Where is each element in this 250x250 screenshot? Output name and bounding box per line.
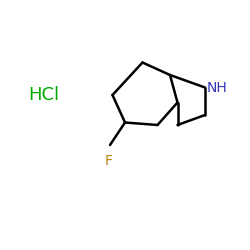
Text: F: F [105, 154, 113, 168]
Text: HCl: HCl [28, 86, 59, 104]
Text: NH: NH [207, 80, 228, 94]
